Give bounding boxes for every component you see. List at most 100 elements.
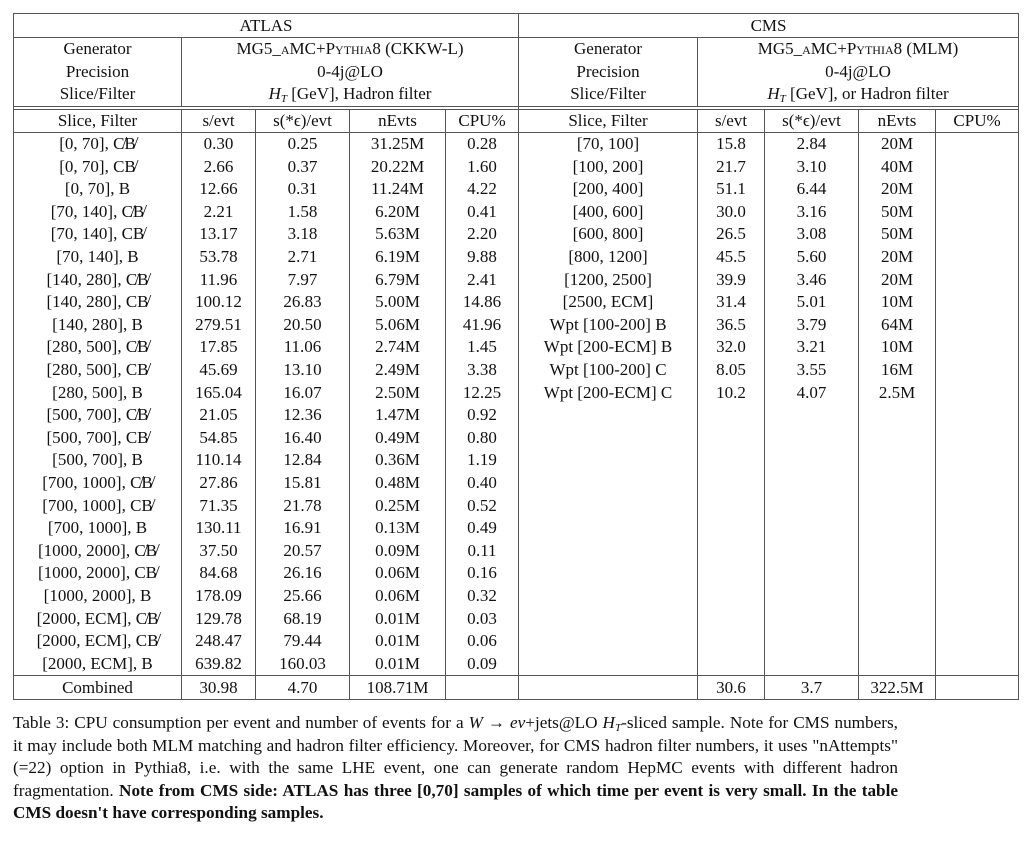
cms-cell-s-per-evt [697, 629, 765, 653]
cms-cell-cpu-pct [934, 516, 1020, 540]
atlas-slice-filter: HT [GeV], Hadron filter [181, 83, 519, 107]
atlas-cell-slice-filter: [2000, ECM], B [13, 652, 182, 676]
atlas-cell-slice-filter: [140, 280], C̸B̸ [13, 268, 182, 291]
cms-cell-slice-filter [518, 403, 698, 427]
atlas-cell-n-evts: 5.63M [349, 223, 446, 246]
cms-cell-cpu-pct [934, 584, 1020, 608]
table-row: [2000, ECM], C̸B̸ 129.78 68.19 0.01M 0.03 [13, 607, 1020, 630]
cms-cell-s-eps-per-evt: 6.44 [764, 177, 859, 201]
table-row: [280, 500], CB̸ 45.69 13.10 2.49M 3.38 Wpt [1… [13, 358, 1020, 382]
cms-cell-s-per-evt: 15.8 [697, 132, 765, 156]
cms-cell-s-eps-per-evt: 4.07 [764, 381, 859, 404]
atlas-cell-s-per-evt: 17.85 [181, 336, 256, 359]
cms-cell-n-evts [858, 607, 936, 630]
cms-cell-cpu-pct [934, 358, 1020, 382]
atlas-cell-n-evts: 2.74M [349, 336, 446, 359]
cms-header-s-per-evt: s/evt [697, 109, 765, 133]
atlas-cell-slice-filter: [280, 500], CB̸ [13, 358, 182, 382]
atlas-cell-s-eps-per-evt: 25.66 [255, 584, 350, 608]
cms-cell-n-evts [858, 403, 936, 427]
atlas-cell-n-evts: 0.06M [349, 562, 446, 585]
atlas-cell-s-eps-per-evt: 1.58 [255, 200, 350, 224]
atlas-cell-s-eps-per-evt: 7.97 [255, 268, 350, 291]
atlas-cell-cpu-pct: 4.22 [445, 177, 519, 201]
table-row: [1000, 2000], C̸B̸ 37.50 20.57 0.09M 0.11 [13, 539, 1020, 563]
atlas-cell-s-eps-per-evt: 11.06 [255, 336, 350, 359]
table-row: [2000, ECM], CB̸ 248.47 79.44 0.01M 0.06 [13, 629, 1020, 653]
atlas-cell-s-per-evt: 27.86 [181, 471, 256, 495]
cms-precision: 0-4j@LO [696, 60, 1020, 84]
atlas-title: ATLAS [13, 13, 519, 38]
slice-filter-text: [GeV], or Hadron filter [785, 84, 949, 104]
atlas-cell-s-eps-per-evt: 16.91 [255, 516, 350, 540]
atlas-cell-s-eps-per-evt: 0.31 [255, 177, 350, 201]
cms-cell-s-eps-per-evt: 3.21 [764, 336, 859, 359]
atlas-cell-slice-filter: Combined [13, 675, 182, 701]
atlas-cell-cpu-pct: 41.96 [445, 313, 519, 337]
cms-cell-s-eps-per-evt [764, 426, 859, 450]
atlas-cell-s-per-evt: 2.21 [181, 200, 256, 224]
cms-cell-slice-filter [518, 516, 698, 540]
atlas-cell-cpu-pct: 3.38 [445, 358, 519, 382]
cms-cell-s-eps-per-evt [764, 652, 859, 676]
atlas-cell-s-eps-per-evt: 0.25 [255, 132, 350, 156]
cms-cell-s-per-evt: 26.5 [697, 223, 765, 246]
atlas-cell-s-eps-per-evt: 0.37 [255, 155, 350, 178]
atlas-cell-slice-filter: [1000, 2000], CB̸ [13, 562, 182, 585]
atlas-cell-cpu-pct: 1.60 [445, 155, 519, 178]
atlas-precision: 0-4j@LO [181, 60, 519, 84]
cms-cell-slice-filter [518, 607, 698, 630]
atlas-cell-cpu-pct: 1.19 [445, 449, 519, 472]
atlas-cell-slice-filter: [2000, ECM], CB̸ [13, 629, 182, 653]
atlas-cell-slice-filter: [70, 140], CB̸ [13, 223, 182, 246]
cms-cell-cpu-pct [934, 381, 1020, 404]
cms-cell-s-eps-per-evt [764, 539, 859, 563]
atlas-cell-s-eps-per-evt: 4.70 [255, 675, 350, 701]
atlas-generator: MG5_aMC+Pythia8 (CKKW-L) [181, 37, 519, 61]
atlas-cell-s-eps-per-evt: 16.40 [255, 426, 350, 450]
cms-cell-slice-filter [518, 539, 698, 563]
atlas-cell-slice-filter: [0, 70], B [13, 177, 182, 201]
atlas-cell-n-evts: 6.19M [349, 245, 446, 269]
ht-subscript: T [280, 93, 287, 106]
atlas-cell-slice-filter: [280, 500], B [13, 381, 182, 404]
atlas-cell-s-per-evt: 71.35 [181, 494, 256, 517]
cms-cell-s-eps-per-evt: 3.10 [764, 155, 859, 178]
table-row: [1000, 2000], CB̸ 84.68 26.16 0.06M 0.16 [13, 562, 1020, 585]
cms-cell-s-eps-per-evt [764, 584, 859, 608]
atlas-precision-label: Precision [13, 60, 182, 84]
table-row: [1000, 2000], B 178.09 25.66 0.06M 0.32 [13, 584, 1020, 608]
cms-cell-n-evts [858, 584, 936, 608]
cms-cell-n-evts: 10M [858, 336, 936, 359]
cms-cell-slice-filter: [200, 400] [518, 177, 698, 201]
cms-cell-s-eps-per-evt [764, 607, 859, 630]
table-row: [0, 70], B 12.66 0.31 11.24M 4.22 [200, 400] 5… [13, 177, 1020, 201]
atlas-cell-cpu-pct: 14.86 [445, 290, 519, 314]
table-row: [2000, ECM], B 639.82 160.03 0.01M 0.09 [13, 652, 1020, 676]
cms-cell-s-eps-per-evt: 3.46 [764, 268, 859, 291]
atlas-cell-cpu-pct: 0.49 [445, 516, 519, 540]
cms-cell-s-eps-per-evt: 3.08 [764, 223, 859, 246]
atlas-cell-cpu-pct [445, 675, 519, 701]
atlas-header-slice-filter: Slice, Filter [13, 109, 182, 133]
cms-cell-n-evts [858, 449, 936, 472]
atlas-cell-s-per-evt: 11.96 [181, 268, 256, 291]
atlas-cell-slice-filter: [0, 70], CB̸ [13, 155, 182, 178]
atlas-cell-s-eps-per-evt: 16.07 [255, 381, 350, 404]
cpu-consumption-table: ATLAS CMS Generator MG5_aMC+Pythia8 (CKK… [13, 13, 1020, 701]
cms-cell-n-evts: 40M [858, 155, 936, 178]
cms-cell-cpu-pct [934, 245, 1020, 269]
atlas-cell-cpu-pct: 0.92 [445, 403, 519, 427]
atlas-cell-cpu-pct: 0.09 [445, 652, 519, 676]
atlas-cell-s-per-evt: 165.04 [181, 381, 256, 404]
cms-header-s-eps-per-evt: s(*ϵ)/evt [764, 109, 859, 133]
atlas-cell-s-per-evt: 130.11 [181, 516, 256, 540]
atlas-cell-s-per-evt: 0.30 [181, 132, 256, 156]
cms-cell-slice-filter [518, 471, 698, 495]
atlas-cell-s-eps-per-evt: 79.44 [255, 629, 350, 653]
table-row: [500, 700], C̸B̸ 21.05 12.36 1.47M 0.92 [13, 403, 1020, 427]
cms-cell-cpu-pct [934, 449, 1020, 472]
cms-cell-slice-filter: [100, 200] [518, 155, 698, 178]
atlas-cell-s-per-evt: 53.78 [181, 245, 256, 269]
caption-text: Table 3: CPU consumption per event and n… [13, 713, 469, 732]
